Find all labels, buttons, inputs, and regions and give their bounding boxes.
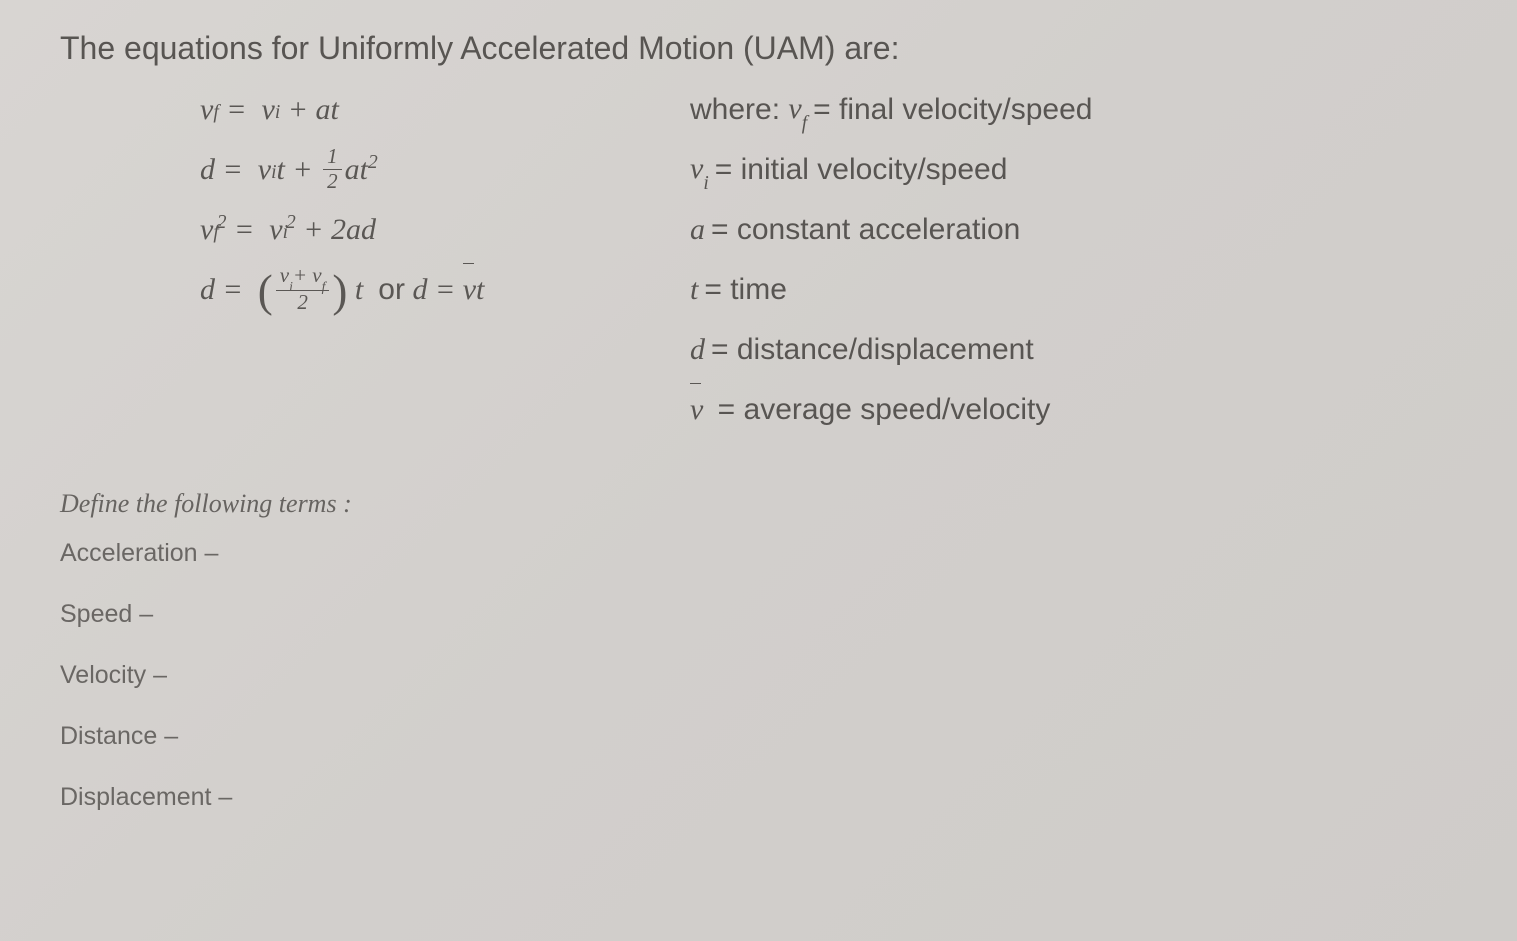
equations-column: vf = vi + at d = vit + 1 2 at2 vf2 = vi2… [60, 79, 620, 439]
definition-t: t = time [690, 259, 1457, 319]
equation-1: vf = vi + at [200, 79, 620, 139]
eq4-frac-num: vi+ vf [276, 264, 330, 291]
where-label: where: [690, 81, 780, 138]
eq2-frac-num: 1 [323, 145, 342, 169]
definitions-column: where: vf = final velocity/speed vi = in… [660, 79, 1457, 439]
content-row: vf = vi + at d = vit + 1 2 at2 vf2 = vi2… [60, 79, 1457, 439]
term-speed: Speed – [60, 600, 1457, 629]
definition-d: d = distance/displacement [690, 319, 1457, 379]
page-title: The equations for Uniformly Accelerated … [60, 30, 1457, 67]
term-velocity: Velocity – [60, 661, 1457, 690]
exercise-heading: Define the following terms : [60, 489, 1457, 519]
eq4-frac-den: 2 [293, 291, 312, 314]
definition-a: a = constant acceleration [690, 199, 1457, 259]
term-distance: Distance – [60, 722, 1457, 751]
definition-vf: where: vf = final velocity/speed [690, 79, 1457, 139]
equation-3: vf2 = vi2 + 2ad [200, 199, 620, 259]
definition-vi: vi = initial velocity/speed [690, 139, 1457, 199]
term-displacement: Displacement – [60, 783, 1457, 812]
eq4-or-text: or [378, 261, 405, 318]
equation-2: d = vit + 1 2 at2 [200, 139, 620, 199]
definition-vbar: v = average speed/velocity [690, 379, 1457, 439]
equation-4: d = ( vi+ vf 2 ) t or d = vt [200, 259, 620, 319]
term-acceleration: Acceleration – [60, 539, 1457, 568]
eq2-frac-den: 2 [323, 170, 342, 193]
